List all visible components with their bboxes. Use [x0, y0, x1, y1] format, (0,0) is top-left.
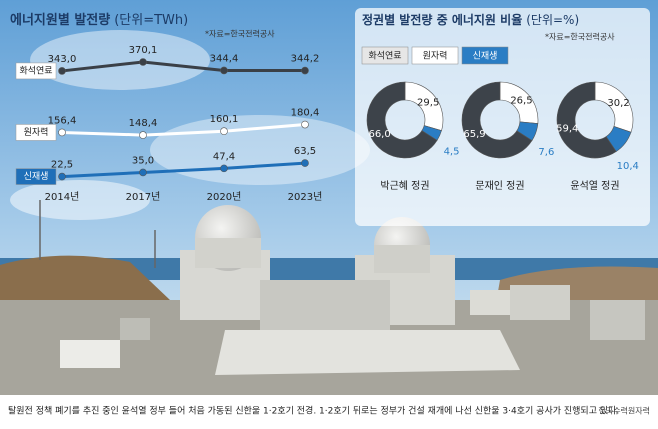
legend-box: [411, 46, 459, 65]
chart-title: 정권별 발전량 중 에너지원 비율 (단위=%): [362, 12, 579, 27]
point: [58, 67, 66, 75]
value-label: 148,4: [129, 118, 158, 129]
legend-label: 화석연료: [368, 51, 401, 62]
legend-label: 신재생: [473, 51, 498, 62]
series-label: 윤석열 정권: [570, 180, 619, 192]
point: [58, 128, 66, 137]
value-label: 63,5: [294, 146, 316, 157]
caption: 탈원전 정책 폐기를 추진 중인 윤석열 정부 들어 처음 가동된 신한울 1·…: [8, 405, 619, 417]
value-label: 29,5: [417, 98, 439, 109]
series-label: 문재인 정권: [475, 180, 524, 192]
legend-label: 화석연료: [19, 65, 52, 76]
value-label: 160,1: [210, 114, 239, 125]
value-label: 4,5: [444, 147, 460, 158]
series-line: [61, 123, 306, 137]
point: [301, 66, 309, 75]
value-label: 47,4: [213, 151, 235, 162]
legend-box: [361, 46, 409, 65]
value-label: 180,4: [291, 108, 320, 119]
point: [220, 66, 228, 75]
point: [58, 172, 66, 181]
series-line: [61, 161, 306, 179]
value-label: 30,2: [607, 98, 629, 109]
x-tick-label: 2023년: [288, 191, 323, 203]
value-label: 344,4: [210, 53, 239, 64]
credit: 한국수력원자력: [598, 406, 650, 416]
value-label: 10,4: [617, 161, 639, 172]
series-line: [61, 60, 306, 73]
legend-label: 원자력: [24, 126, 49, 138]
point: [139, 131, 147, 139]
title: 에너지원별 발전량: [10, 12, 110, 28]
series-label: 박근혜 정권: [380, 180, 429, 192]
point: [139, 168, 147, 177]
value-label: 26,5: [510, 95, 532, 106]
x-tick-label: 2017년: [126, 191, 161, 203]
value-label: 370,1: [129, 45, 158, 56]
donut-segment: [366, 81, 438, 159]
source: *자료=한국전력공사: [205, 29, 275, 39]
caption-strip: [0, 395, 658, 429]
legend-label: 신재생: [24, 171, 49, 182]
value-label: 66,0: [368, 129, 390, 140]
legend-box: [461, 46, 509, 65]
point: [139, 58, 147, 66]
source: *자료=한국전력공사: [545, 32, 615, 42]
value-label: 59,4: [556, 123, 578, 134]
value-label: 22,5: [51, 160, 73, 171]
unit: (단위=TWh): [114, 13, 188, 28]
value-label: 7,6: [538, 147, 554, 158]
value-label: 65,9: [463, 129, 485, 140]
donut-segment: [556, 81, 617, 159]
legend-box: [15, 168, 57, 185]
value-label: 343,0: [48, 54, 77, 65]
value-label: 156,4: [48, 115, 77, 126]
point: [220, 127, 228, 136]
x-tick-label: 2014년: [45, 191, 80, 203]
legend-label: 원자력: [423, 50, 448, 62]
legend-box: [15, 62, 57, 80]
value-label: 344,2: [291, 54, 320, 65]
legend-box: [15, 124, 57, 141]
donut-segment: [461, 81, 533, 159]
title: 정권별 발전량 중 에너지원 비율: [362, 12, 522, 27]
chart-title: 에너지원별 발전량 (단위=TWh): [10, 12, 188, 28]
point: [301, 120, 309, 129]
x-tick-label: 2020년: [207, 191, 242, 203]
unit: (단위=%): [526, 13, 579, 27]
point: [301, 159, 309, 167]
value-label: 35,0: [132, 155, 154, 166]
point: [220, 164, 228, 173]
